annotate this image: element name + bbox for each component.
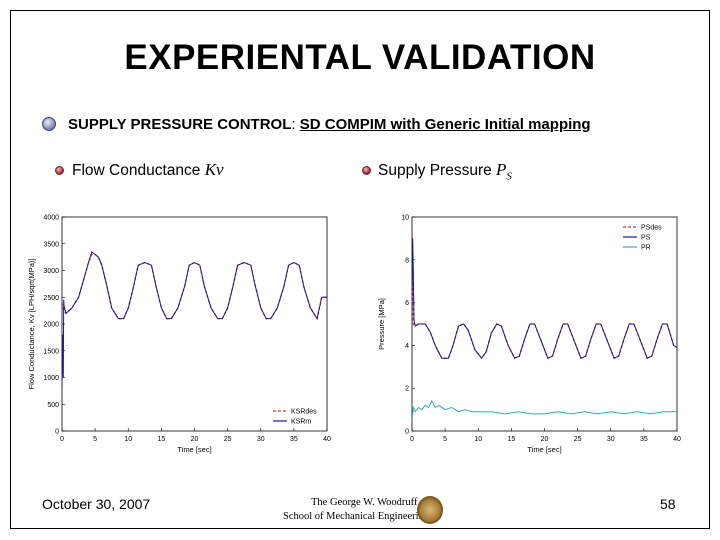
x-tick-label: 5 [443, 436, 447, 443]
bullet-main-text: SUPPLY PRESSURE CONTROL: SD COMPIM with … [68, 116, 591, 133]
right-chart-label: Supply Pressure PS [378, 160, 512, 182]
plot-area [411, 216, 678, 432]
logo-line-2: School of Mechanical Engineering [283, 511, 430, 522]
x-tick-label: 30 [607, 436, 615, 443]
x-tick-label: 30 [257, 436, 265, 443]
y-tick-label: 8 [405, 257, 409, 264]
y-tick-label: 1500 [43, 348, 59, 355]
y-tick-label: 2000 [43, 322, 59, 329]
x-tick-label: 15 [157, 436, 165, 443]
y-tick-label: 6 [405, 300, 409, 307]
x-tick-label: 5 [93, 436, 97, 443]
right-chart-label-sub: S [506, 170, 512, 183]
x-tick-label: 15 [507, 436, 515, 443]
x-tick-label: 35 [640, 436, 648, 443]
left-sub-bullet-icon [55, 166, 64, 175]
x-tick-label: 20 [191, 436, 199, 443]
legend-label: PSdes [641, 225, 662, 232]
right-chart-label-var-wrap: PS [496, 160, 512, 183]
footer-date: October 30, 2007 [42, 496, 151, 512]
x-axis-label: Time [sec] [177, 445, 211, 454]
right-sub-bullet-icon [362, 166, 371, 175]
y-tick-label: 3000 [43, 268, 59, 275]
y-tick-label: 500 [47, 402, 59, 409]
left-chart-label-text: Flow Conductance [72, 162, 205, 179]
x-tick-label: 10 [124, 436, 132, 443]
right-chart-label-var: P [496, 160, 507, 179]
x-tick-label: 35 [290, 436, 298, 443]
bullet-main-underlined: SD COMPIM with Generic Initial mapping [299, 116, 591, 133]
legend-label: KSRdes [291, 409, 317, 416]
x-tick-label: 10 [474, 436, 482, 443]
left-chart-label-var: Kv [204, 160, 224, 179]
flow-conductance-chart: 0 5 10 15 20 25 30 35 40 0 500 1000 1500 2000 2500 3000… [27, 215, 331, 455]
x-axis-label: Time [sec] [527, 445, 561, 454]
x-tick-label: 40 [323, 436, 331, 443]
right-chart-label-text: Supply Pressure [378, 162, 497, 179]
y-tick-label: 3500 [43, 241, 59, 248]
x-tick-label: 20 [541, 436, 549, 443]
x-tick-label: 0 [410, 436, 414, 443]
slide-frame [10, 10, 710, 529]
y-axis-label: Flow Conductance, Kv [LPH/sqrt(MPa)] [27, 259, 36, 390]
series-line-ksrm [62, 250, 327, 389]
series-line-psdes [412, 227, 677, 360]
y-tick-label: 1000 [43, 375, 59, 382]
y-tick-label: 4000 [43, 215, 59, 222]
bullet-main-bold: SUPPLY PRESSURE CONTROL [68, 116, 292, 133]
y-tick-label: 2 [405, 386, 409, 393]
y-tick-label: 0 [55, 429, 59, 436]
x-tick-label: 25 [574, 436, 582, 443]
y-tick-label: 0 [405, 429, 409, 436]
page-number: 58 [660, 496, 676, 512]
series-line-ps [412, 238, 677, 360]
bullet-main-icon [42, 117, 56, 131]
slide-title: EXPERIENTAL VALIDATION [124, 38, 596, 77]
left-chart-label: Flow Conductance Kv [72, 160, 224, 180]
x-tick-label: 0 [60, 436, 64, 443]
seal-icon [417, 496, 443, 524]
bullet-main-colon: : [291, 116, 300, 133]
y-axis-label: Pressure [MPa] [377, 298, 386, 350]
legend-label: KSRm [291, 419, 311, 426]
school-logo: The George W. Woodruff School of Mechani… [281, 495, 443, 527]
plot-area [61, 216, 328, 432]
y-tick-label: 10 [401, 215, 409, 222]
legend-label: PR [641, 245, 651, 252]
y-tick-label: 4 [405, 343, 409, 350]
supply-pressure-chart: 0 5 10 15 20 25 30 35 40 0 2 4 6 8 10 Time [sec] Pressur… [377, 215, 681, 455]
x-tick-label: 25 [224, 436, 232, 443]
y-tick-label: 2500 [43, 295, 59, 302]
series-line-pr [412, 399, 677, 421]
x-tick-label: 40 [673, 436, 681, 443]
logo-line-1: The George W. Woodruff [311, 497, 418, 508]
legend-label: PS [641, 235, 651, 242]
